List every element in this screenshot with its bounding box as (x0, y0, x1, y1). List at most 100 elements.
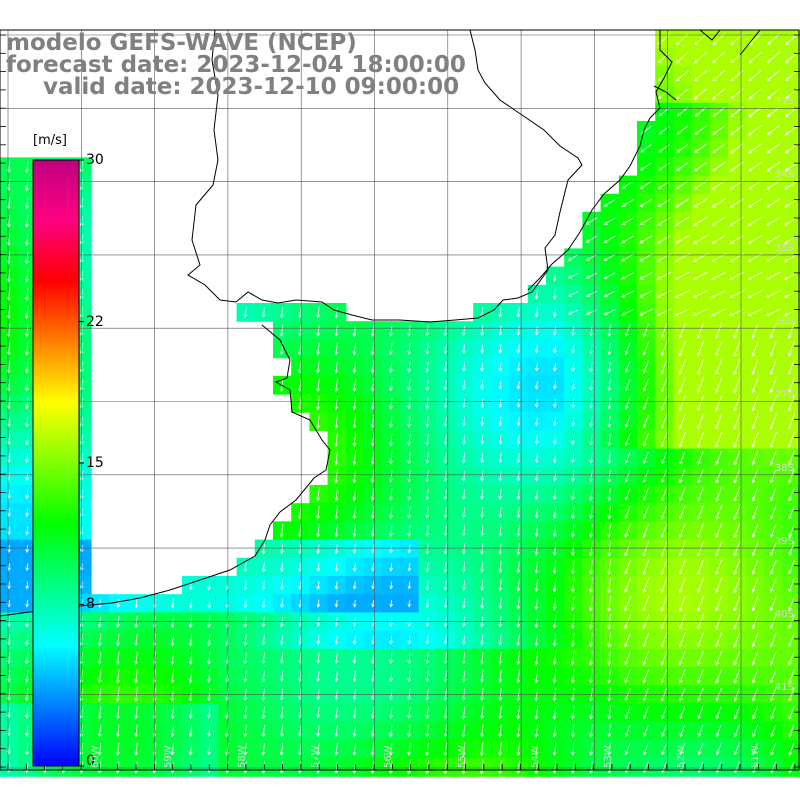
wind-arrow (788, 340, 795, 357)
wind-arrow (697, 469, 704, 484)
wind-speed-cell (673, 193, 693, 213)
wind-arrow (729, 198, 745, 208)
wind-arrow (334, 432, 339, 448)
wind-speed-cell (728, 248, 747, 268)
wind-arrow (370, 487, 375, 502)
wind-arrow (675, 51, 689, 64)
wind-arrow (770, 578, 777, 593)
wind-arrow (407, 581, 412, 590)
wind-arrow (498, 307, 503, 318)
wind-speed-cell (764, 66, 784, 86)
wind-arrow (788, 413, 795, 430)
wind-arrow (407, 524, 412, 537)
wind-arrow (589, 488, 594, 501)
wind-arrow (715, 595, 723, 612)
wind-arrow (734, 724, 740, 738)
wind-speed-cell (709, 284, 729, 304)
wind-arrow (389, 724, 393, 738)
wind-arrow (316, 324, 321, 337)
wind-arrow (747, 234, 763, 244)
wind-arrow (98, 599, 102, 609)
wind-arrow (733, 595, 741, 612)
wind-arrow (188, 651, 193, 665)
wind-arrow (534, 597, 539, 611)
wind-speed-cell (764, 175, 784, 195)
wind-arrow (316, 378, 320, 393)
wind-arrow (480, 561, 484, 574)
wind-speed-cell (564, 266, 583, 286)
wind-arrow (716, 743, 722, 756)
wind-arrow (624, 687, 631, 702)
wind-arrow (733, 505, 741, 520)
wind-speed-cell (764, 266, 784, 286)
wind-arrow (660, 577, 668, 594)
wind-arrow (25, 508, 30, 518)
wind-speed-cell (746, 30, 765, 49)
wind-arrow (751, 523, 759, 539)
wind-arrow (715, 413, 723, 430)
wind-speed-cell (655, 193, 674, 213)
wind-arrow (785, 51, 798, 64)
wind-arrow (697, 359, 704, 375)
wind-arrow (765, 216, 781, 226)
wind-arrow (6, 197, 11, 210)
wind-arrow (570, 542, 575, 556)
wind-arrow (279, 378, 284, 393)
wind-arrow (697, 413, 704, 430)
wind-arrow (769, 431, 777, 448)
wind-arrow (370, 524, 375, 538)
wind-speed-cell (746, 102, 765, 122)
wind-arrow (625, 452, 631, 464)
wind-arrow (715, 377, 723, 394)
wind-arrow (516, 542, 521, 556)
wind-arrow (715, 687, 722, 702)
wind-arrow (170, 706, 175, 720)
wind-arrow (752, 724, 758, 738)
wind-arrow (443, 398, 448, 409)
wind-arrow (134, 742, 138, 756)
wind-arrow (407, 688, 412, 701)
wind-arrow (751, 322, 759, 339)
wind-arrow (516, 760, 521, 775)
wind-arrow (334, 505, 339, 520)
wind-arrow (334, 524, 339, 538)
wind-arrow (134, 633, 138, 647)
wind-speed-cell (600, 266, 620, 286)
wind-speed-cell (709, 230, 729, 249)
wind-arrow (660, 595, 668, 612)
wind-arrow (567, 291, 579, 297)
wind-arrow (25, 725, 29, 737)
wind-arrow (352, 652, 357, 664)
wind-arrow (25, 652, 29, 665)
wind-arrow (715, 523, 722, 539)
wind-arrow (697, 706, 704, 720)
wind-arrow (784, 69, 799, 82)
wind-arrow (352, 396, 357, 411)
wind-arrow (693, 88, 708, 100)
colorbar-tick-label: 0 (86, 753, 95, 769)
wind-arrow (553, 325, 557, 336)
wind-arrow (443, 361, 448, 373)
wind-arrow (425, 652, 430, 665)
wind-arrow (621, 253, 634, 262)
wind-arrow (589, 398, 594, 409)
wind-arrow (552, 742, 557, 756)
wind-speed-cell (582, 230, 602, 249)
wind-speed-cell (728, 102, 747, 122)
wind-arrow (607, 361, 612, 374)
wind-arrow (389, 544, 394, 554)
wind-arrow (389, 397, 393, 410)
coastline-argentina (0, 324, 331, 617)
title-forecast-date: forecast date: 2023-12-04 18:00:00 (6, 52, 466, 78)
wind-arrow (516, 488, 521, 501)
wind-arrow (498, 688, 502, 702)
wind-speed-cell (728, 66, 747, 86)
wind-arrow (678, 541, 686, 557)
wind-arrow (534, 488, 539, 501)
wind-arrow (571, 380, 575, 391)
wind-arrow (261, 599, 266, 609)
wind-speed-cell (728, 212, 747, 231)
wind-arrow (498, 579, 503, 592)
wind-arrow (189, 580, 193, 591)
wind-arrow (568, 309, 578, 315)
